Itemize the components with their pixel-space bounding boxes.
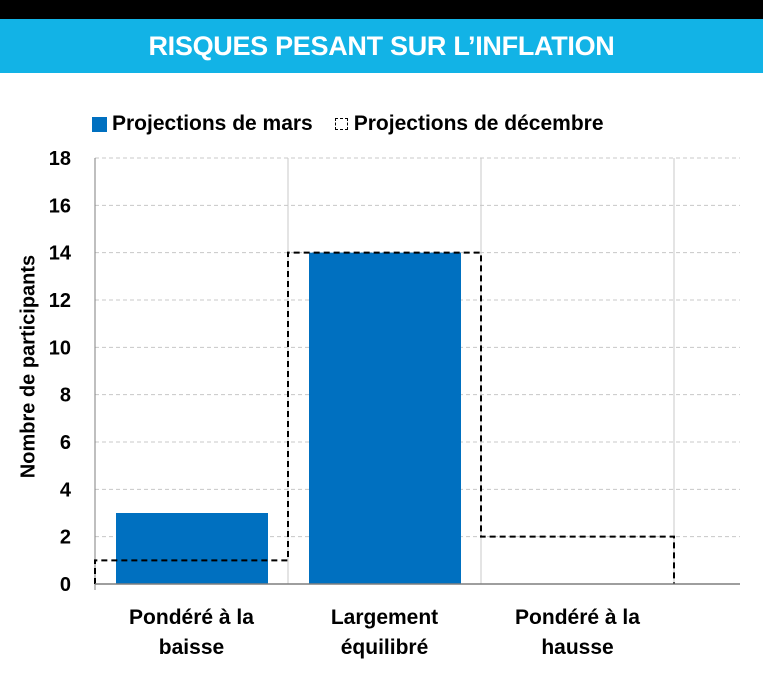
y-tick-label: 10 — [49, 337, 71, 359]
legend-swatch-mars — [92, 116, 107, 132]
chart-legend: Projections de mars Projections de décem… — [92, 110, 626, 138]
y-tick-label: 12 — [49, 290, 71, 312]
bar-mars — [116, 513, 268, 584]
y-tick-label: 18 — [49, 148, 71, 170]
x-tick-label: Pondéré à la — [129, 606, 254, 629]
y-tick-label: 0 — [60, 574, 71, 596]
y-tick-label: 2 — [60, 527, 71, 549]
bar-mars — [309, 252, 461, 584]
series-decembre-outline — [94, 251, 675, 584]
legend-label-mars: Projections de mars — [112, 112, 313, 135]
y-tick-label: 8 — [60, 385, 71, 407]
legend-item-decembre: Projections de décembre — [334, 112, 604, 136]
y-tick-label: 14 — [49, 243, 72, 265]
x-tick-label: baisse — [159, 636, 224, 659]
chart-title: RISQUES PESANT SUR L’INFLATION — [148, 30, 615, 61]
y-tick-label: 4 — [60, 479, 72, 501]
top-black-bar — [0, 0, 763, 19]
x-tick-label: Largement — [331, 606, 438, 629]
x-tick-label: équilibré — [341, 636, 429, 659]
x-tick-label: Pondéré à la — [515, 606, 640, 629]
legend-swatch-decembre — [334, 118, 348, 130]
y-tick-label: 16 — [49, 195, 71, 217]
legend-item-mars: Projections de mars — [92, 112, 313, 136]
x-tick-label: hausse — [541, 636, 613, 659]
title-banner: RISQUES PESANT SUR L’INFLATION — [0, 19, 763, 73]
legend-label-decembre: Projections de décembre — [353, 112, 604, 135]
y-tick-label: 6 — [60, 432, 71, 454]
